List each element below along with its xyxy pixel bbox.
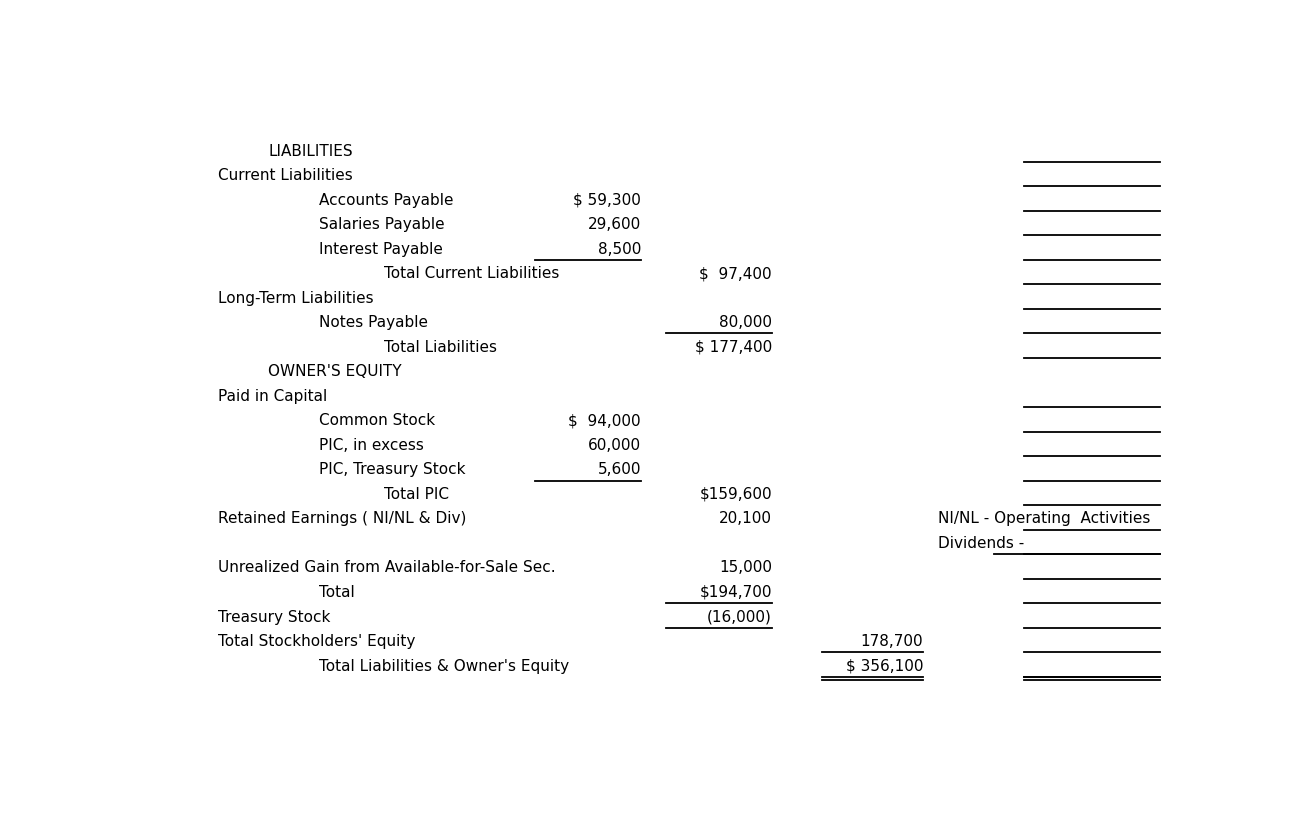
Text: $ 177,400: $ 177,400 [694, 339, 772, 354]
Text: 29,600: 29,600 [588, 217, 641, 232]
Text: Total: Total [318, 585, 355, 600]
Text: $159,600: $159,600 [699, 487, 772, 502]
Text: 178,700: 178,700 [861, 634, 923, 649]
Text: Total PIC: Total PIC [385, 487, 450, 502]
Text: $194,700: $194,700 [699, 585, 772, 600]
Text: Total Stockholders' Equity: Total Stockholders' Equity [218, 634, 415, 649]
Text: Total Liabilities: Total Liabilities [385, 339, 497, 354]
Text: $ 356,100: $ 356,100 [846, 659, 923, 674]
Text: Unrealized Gain from Available-for-Sale Sec.: Unrealized Gain from Available-for-Sale … [218, 561, 555, 576]
Text: 20,100: 20,100 [719, 511, 772, 526]
Text: Paid in Capital: Paid in Capital [218, 389, 328, 404]
Text: Long-Term Liabilities: Long-Term Liabilities [218, 291, 373, 306]
Text: OWNER'S EQUITY: OWNER'S EQUITY [268, 365, 402, 380]
Text: PIC, Treasury Stock: PIC, Treasury Stock [318, 463, 465, 478]
Text: Treasury Stock: Treasury Stock [218, 609, 330, 624]
Text: Retained Earnings ( NI/NL & Div): Retained Earnings ( NI/NL & Div) [218, 511, 467, 526]
Text: Total Liabilities & Owner's Equity: Total Liabilities & Owner's Equity [318, 659, 569, 674]
Text: Accounts Payable: Accounts Payable [318, 193, 454, 208]
Text: 60,000: 60,000 [588, 438, 641, 453]
Text: (16,000): (16,000) [707, 609, 772, 624]
Text: Total Current Liabilities: Total Current Liabilities [385, 266, 559, 282]
Text: Notes Payable: Notes Payable [318, 315, 428, 330]
Text: $ 59,300: $ 59,300 [573, 193, 641, 208]
Text: Interest Payable: Interest Payable [318, 241, 442, 256]
Text: LIABILITIES: LIABILITIES [268, 143, 352, 158]
Text: Salaries Payable: Salaries Payable [318, 217, 445, 232]
Text: Current Liabilities: Current Liabilities [218, 168, 352, 184]
Text: $  94,000: $ 94,000 [568, 413, 641, 428]
Text: 15,000: 15,000 [719, 561, 772, 576]
Text: Dividends -: Dividends - [939, 536, 1024, 551]
Text: 80,000: 80,000 [719, 315, 772, 330]
Text: PIC, in excess: PIC, in excess [318, 438, 424, 453]
Text: NI/NL - Operating  Activities: NI/NL - Operating Activities [939, 511, 1150, 526]
Text: Common Stock: Common Stock [318, 413, 434, 428]
Text: $  97,400: $ 97,400 [699, 266, 772, 282]
Text: 5,600: 5,600 [598, 463, 641, 478]
Text: 8,500: 8,500 [598, 241, 641, 256]
